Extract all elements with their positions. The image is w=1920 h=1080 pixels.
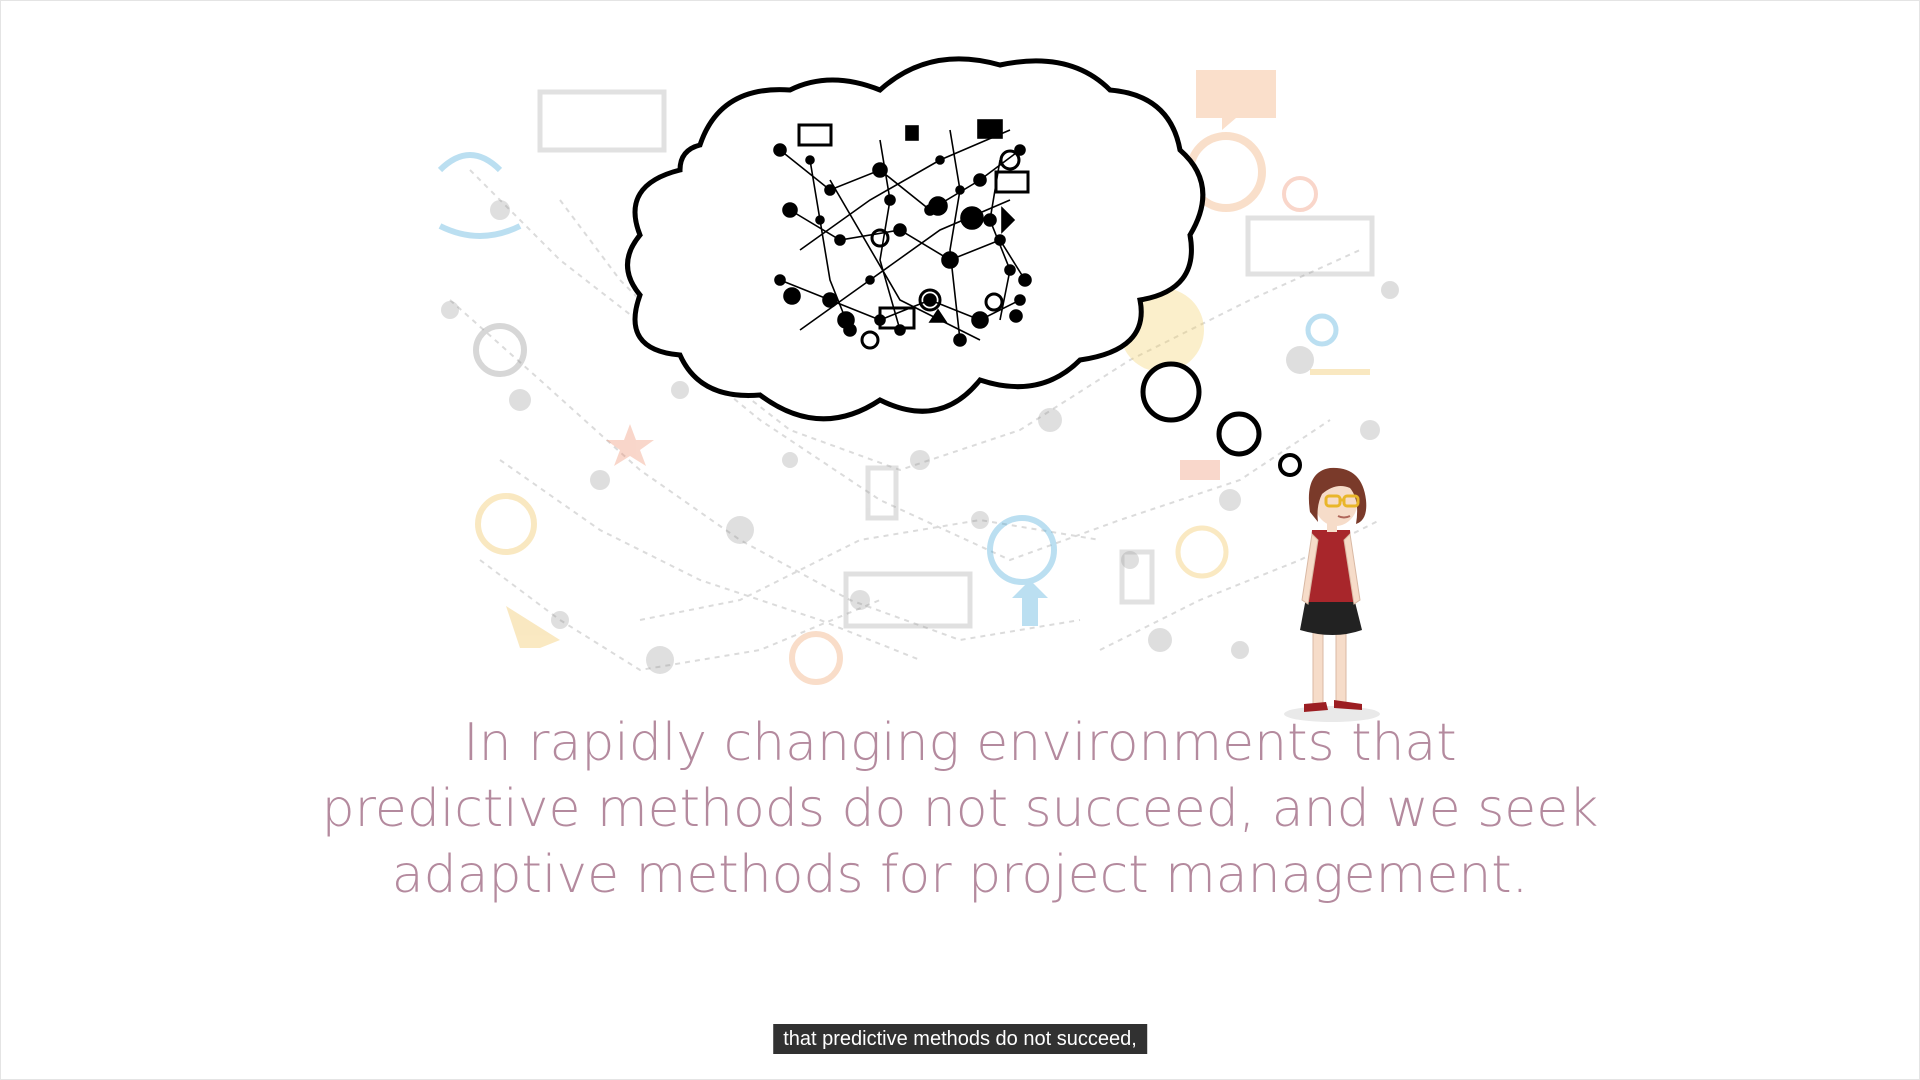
slide-line-3: adaptive methods for project management.: [391, 845, 1529, 905]
slide-statement: In rapidly changing environments that pr…: [260, 710, 1660, 908]
thought-cloud: [625, 56, 1302, 477]
subtitle-caption: that predictive methods do not succeed,: [773, 1024, 1147, 1054]
slide-line-2: predictive methods do not succeed, and w…: [321, 779, 1599, 839]
network-icons-cluster: [773, 119, 1032, 350]
slide-line-1: In rapidly changing environments that: [463, 713, 1457, 773]
woman-character: [1284, 467, 1380, 722]
